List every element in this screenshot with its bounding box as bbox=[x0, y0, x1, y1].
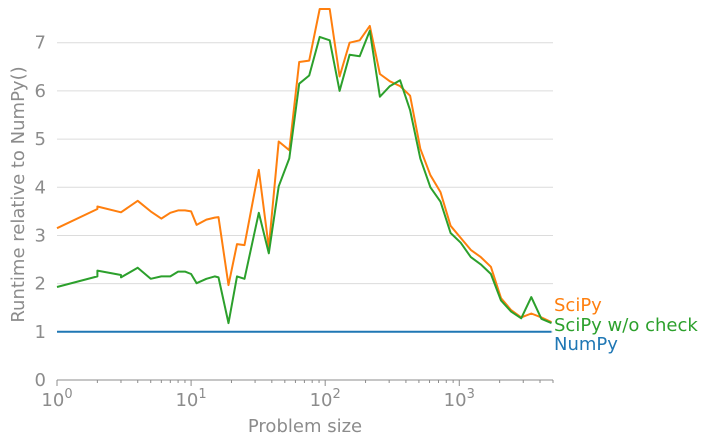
y-tick-label-7: 7 bbox=[35, 33, 46, 54]
y-tick-label-3: 3 bbox=[35, 225, 46, 246]
y-tick-labels: 0 1 2 3 4 5 6 7 bbox=[35, 33, 46, 391]
series-lines bbox=[56, 8, 552, 333]
x-tick-labels: 100 101 102 103 bbox=[41, 387, 474, 411]
y-axis-title: Runtime relative to NumPy() bbox=[8, 66, 29, 322]
y-tick-label-2: 2 bbox=[35, 274, 46, 295]
gridlines bbox=[57, 42, 553, 333]
legend-label-scipy: SciPy bbox=[554, 295, 602, 316]
legend-label-scipy-w-o-check: SciPy w/o check bbox=[554, 315, 698, 336]
series-line-scipy bbox=[56, 8, 552, 324]
y-tick-label-0: 0 bbox=[35, 370, 46, 391]
series-line-scipy-w-o-check bbox=[56, 29, 552, 325]
axes bbox=[56, 379, 554, 386]
y-tick-label-1: 1 bbox=[35, 322, 46, 343]
x-tick-label-100: 102 bbox=[310, 387, 341, 411]
x-tick-label-10: 101 bbox=[175, 387, 206, 411]
legend-label-numpy: NumPy bbox=[554, 334, 618, 355]
x-tick-label-1: 100 bbox=[41, 387, 72, 411]
y-tick-label-5: 5 bbox=[35, 129, 46, 150]
x-axis-title: Problem size bbox=[248, 416, 362, 437]
y-tick-label-6: 6 bbox=[35, 81, 46, 102]
y-tick-label-4: 4 bbox=[35, 177, 46, 198]
x-tick-label-1000: 103 bbox=[444, 387, 475, 411]
